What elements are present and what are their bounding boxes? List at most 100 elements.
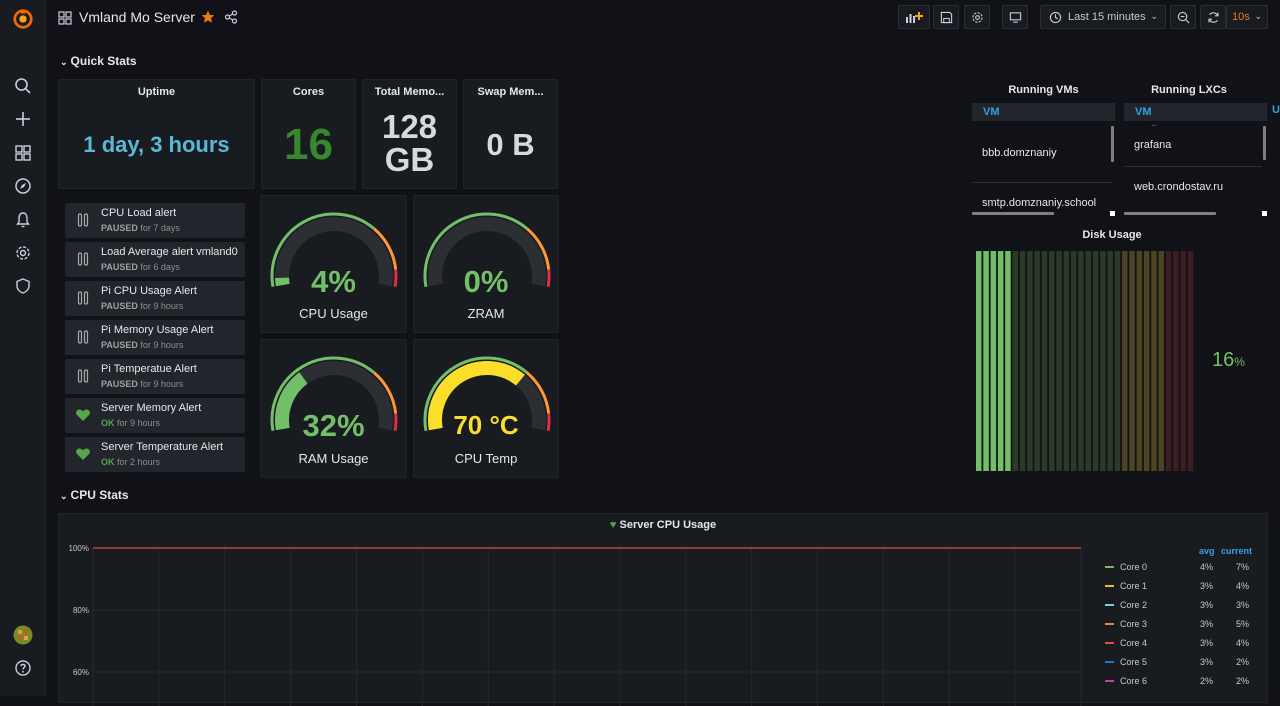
alert-item[interactable]: Pi Temperatue Alert PAUSED for 9 hours xyxy=(65,359,245,394)
zram-value: 0% xyxy=(463,264,509,299)
panel-title: Total Memo... xyxy=(374,86,445,98)
star-icon[interactable] xyxy=(201,10,215,24)
series-current: 2% xyxy=(1235,676,1249,686)
disk-usage-value: 16% xyxy=(1212,349,1245,372)
dashboard-settings-button[interactable] xyxy=(964,5,990,29)
series-avg: 3% xyxy=(1199,619,1213,629)
cpu-temp-label: CPU Temp xyxy=(454,451,518,466)
resize-handle[interactable] xyxy=(1110,211,1115,216)
alert-item[interactable]: CPU Load alert PAUSED for 7 days xyxy=(65,203,245,238)
legend-series[interactable]: Core 5 3% 2% xyxy=(1098,654,1258,672)
table-cell[interactable]: web.crondostav.ru xyxy=(1134,181,1224,193)
y-tick-label: 60% xyxy=(73,668,89,677)
explore-icon[interactable] xyxy=(13,176,33,196)
series-name: Core 4 xyxy=(1120,638,1148,648)
swap-memory-panel[interactable]: Swap Mem... 0 B xyxy=(463,79,558,189)
row-quick-stats[interactable]: ⌄ Quick Stats xyxy=(60,54,137,68)
ram-usage-label: RAM Usage xyxy=(298,451,369,466)
alert-item[interactable]: Server Temperature Alert OK for 2 hours xyxy=(65,437,245,472)
alert-name: Pi CPU Usage Alert xyxy=(101,285,197,297)
cpu-temp-gauge-panel[interactable]: 70 °C CPU Temp xyxy=(413,339,559,478)
zoom-out-button[interactable] xyxy=(1170,5,1196,29)
share-icon[interactable] xyxy=(224,10,238,24)
series-avg: 3% xyxy=(1199,638,1213,648)
alert-item[interactable]: Server Memory Alert OK for 9 hours xyxy=(65,398,245,433)
legend-series[interactable]: Core 0 4% 7% xyxy=(1098,559,1258,577)
vertical-scrollbar[interactable] xyxy=(1263,126,1266,160)
vertical-scrollbar[interactable] xyxy=(1111,126,1114,162)
cycle-view-mode-button[interactable] xyxy=(1002,5,1028,29)
panel-title: Uptime xyxy=(137,86,176,98)
row-cpu-stats[interactable]: ⌄ CPU Stats xyxy=(60,488,129,502)
alert-item[interactable]: Pi Memory Usage Alert PAUSED for 9 hours xyxy=(65,320,245,355)
gear-icon[interactable] xyxy=(13,243,33,263)
horizontal-scrollbar[interactable] xyxy=(1124,212,1216,215)
alert-name: Load Average alert vmland0 xyxy=(101,246,238,258)
total-memory-panel[interactable]: Total Memo... 128 GB xyxy=(362,79,457,189)
alerting-bell-icon[interactable] xyxy=(13,210,33,230)
series-name: Core 5 xyxy=(1120,657,1148,667)
uptime-value: 1 day, 3 hours xyxy=(83,132,230,157)
cpu-usage-label: CPU Usage xyxy=(299,306,368,321)
cpu-usage-gauge-panel[interactable]: 4% CPU Usage xyxy=(260,195,407,333)
refresh-interval-picker[interactable]: 10s ⌄ xyxy=(1226,5,1268,29)
add-panel-button[interactable] xyxy=(898,5,930,29)
time-range-label: Last 15 minutes xyxy=(1068,11,1146,23)
pause-icon xyxy=(77,369,89,383)
disk-usage-number: 16 xyxy=(1212,349,1235,371)
dashboard-navbar: Vmland Mo Server Last 15 minutes ⌄ 10s ⌄ xyxy=(46,0,1280,36)
pause-icon xyxy=(77,291,89,305)
plus-icon[interactable] xyxy=(13,109,33,129)
sort-chevron-icon[interactable]: ⌄ xyxy=(1150,119,1158,129)
series-color-swatch xyxy=(1105,661,1114,663)
alert-item[interactable]: Load Average alert vmland0 PAUSED for 6 d… xyxy=(65,242,245,277)
legend-series[interactable]: Core 1 3% 4% xyxy=(1098,578,1258,596)
gauge-arc xyxy=(270,212,398,288)
table-cell[interactable]: smtp.domznaniy.school xyxy=(982,197,1097,209)
time-picker-button[interactable]: Last 15 minutes ⌄ xyxy=(1040,5,1166,29)
legend-series[interactable]: Core 6 2% 2% xyxy=(1098,673,1258,691)
vm-column-header[interactable]: VM xyxy=(972,103,1115,121)
horizontal-scrollbar[interactable] xyxy=(972,212,1054,215)
vm-column-header[interactable]: VM xyxy=(1124,103,1267,121)
series-name: Core 1 xyxy=(1120,581,1148,591)
zram-gauge-panel[interactable]: 0% ZRAM xyxy=(413,195,559,333)
server-cpu-usage-panel[interactable]: ♥ Server CPU Usage 100% 80% 60% avg curren… xyxy=(58,513,1268,706)
table-cell[interactable]: bbb.domznaniy xyxy=(982,147,1057,159)
series-current: 4% xyxy=(1235,581,1249,591)
series-color-swatch xyxy=(1105,604,1114,606)
series-current: 7% xyxy=(1235,562,1249,572)
legend-header-current[interactable]: current xyxy=(1221,546,1253,556)
series-name: Core 0 xyxy=(1120,562,1148,572)
alert-name: Server Temperature Alert xyxy=(101,441,224,453)
uptime-panel[interactable]: Uptime 1 day, 3 hours xyxy=(58,79,255,189)
legend-series[interactable]: Core 2 3% 3% xyxy=(1098,597,1258,615)
dashboard-title[interactable]: Vmland Mo Server xyxy=(79,9,195,25)
resize-handle[interactable] xyxy=(1262,211,1267,216)
legend-header-avg[interactable]: avg xyxy=(1199,546,1215,556)
cores-panel[interactable]: Cores 16 xyxy=(261,79,356,189)
legend-series[interactable]: Core 4 3% 4% xyxy=(1098,635,1258,653)
dashboards-icon[interactable] xyxy=(13,143,33,163)
ram-usage-gauge-panel[interactable]: 32% RAM Usage xyxy=(260,339,407,478)
user-avatar-icon[interactable] xyxy=(13,625,33,645)
cpu-temp-value: 70 °C xyxy=(453,410,519,440)
series-current: 3% xyxy=(1235,600,1249,610)
legend-series[interactable]: Core 3 3% 5% xyxy=(1098,616,1258,634)
alert-item[interactable]: Pi CPU Usage Alert PAUSED for 9 hours xyxy=(65,281,245,316)
save-dashboard-button[interactable] xyxy=(933,5,959,29)
shield-icon[interactable] xyxy=(13,276,33,296)
y-tick-label: 100% xyxy=(69,544,89,553)
save-icon xyxy=(940,11,952,23)
grafana-logo-icon[interactable] xyxy=(11,7,35,31)
graph-area[interactable]: 100% 80% 60% xyxy=(59,536,1099,706)
disk-usage-unit: % xyxy=(1234,355,1245,369)
total-memory-number: 128 xyxy=(381,108,438,145)
help-icon[interactable] xyxy=(13,658,33,678)
cores-value: 16 xyxy=(284,120,333,169)
search-icon[interactable] xyxy=(13,76,33,96)
table-cell[interactable]: grafana xyxy=(1134,139,1172,151)
refresh-button[interactable] xyxy=(1200,5,1226,29)
zoom-out-icon xyxy=(1177,11,1189,23)
gear-icon xyxy=(971,11,983,23)
